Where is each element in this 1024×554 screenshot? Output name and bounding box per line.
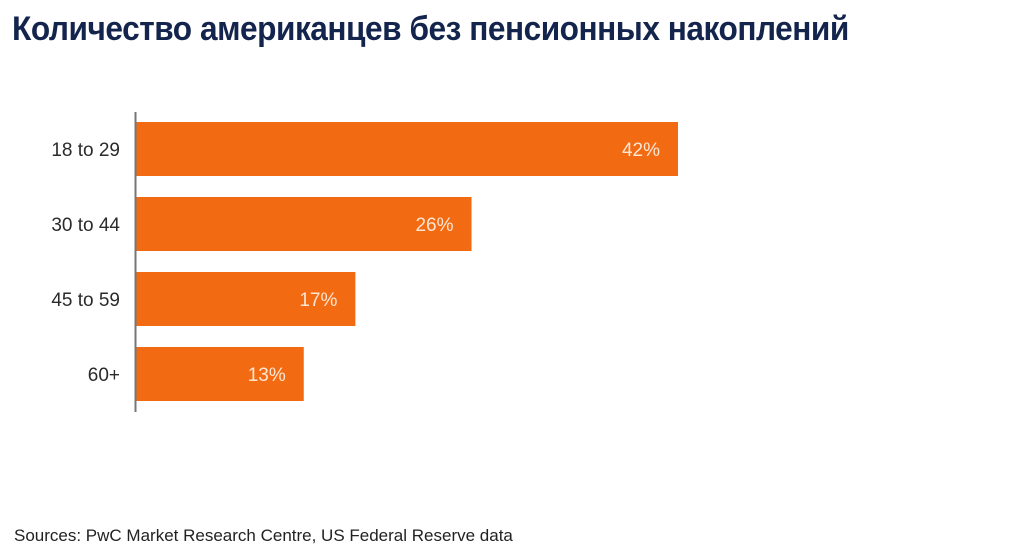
chart-title: Количество американцев без пенсионных на… [12, 10, 849, 48]
category-label: 18 to 29 [51, 140, 120, 161]
bar-0 [136, 122, 678, 176]
value-label: 42% [622, 140, 660, 161]
bar-1 [136, 197, 472, 251]
category-label: 45 to 59 [51, 290, 120, 311]
value-label: 17% [299, 290, 337, 311]
source-note: Sources: PwC Market Research Centre, US … [14, 526, 513, 545]
bar-2 [136, 272, 356, 326]
bar-3 [136, 347, 304, 401]
value-label: 26% [415, 215, 453, 236]
category-label: 30 to 44 [51, 215, 120, 236]
category-label: 60+ [88, 365, 120, 386]
value-label: 13% [248, 365, 286, 386]
